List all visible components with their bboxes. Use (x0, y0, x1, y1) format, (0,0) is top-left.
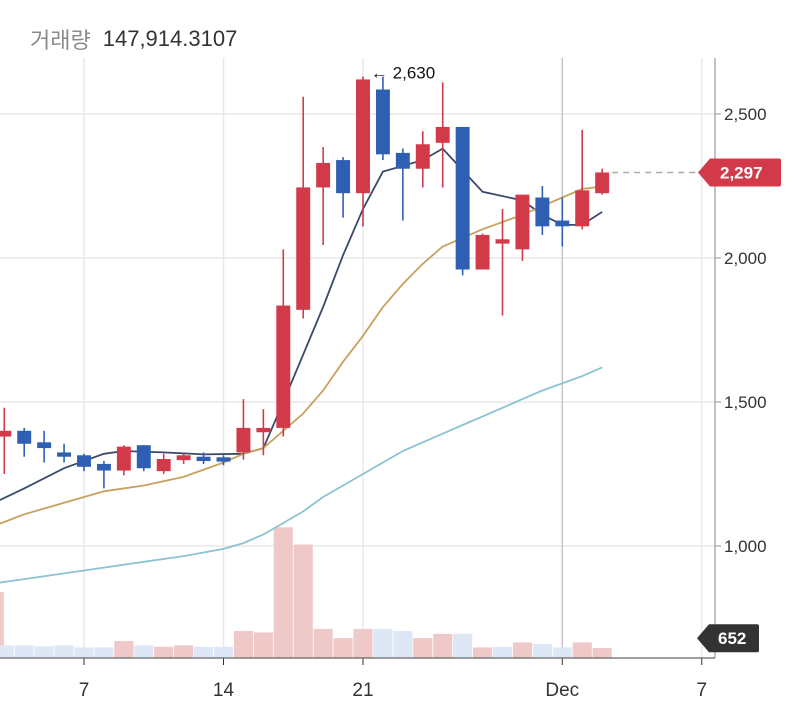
volume-bar (213, 646, 234, 658)
candle-body (515, 194, 530, 250)
volume-bar (0, 592, 4, 658)
grid (0, 58, 715, 658)
volume-bar (253, 632, 273, 658)
volume-header: 거래량 147,914.3107 (30, 22, 237, 56)
candle-body (336, 160, 351, 194)
candle-body (296, 187, 311, 310)
y-tick-label: 2,000 (724, 249, 767, 268)
volume-bar (54, 645, 74, 658)
candle-body (216, 457, 231, 462)
volume-bar (74, 647, 94, 658)
candle-body (116, 446, 131, 471)
current-price-badge (698, 158, 781, 187)
volume-bar (552, 647, 572, 658)
candle-body (375, 89, 390, 155)
volume-bar (174, 645, 194, 658)
volume-bar (393, 630, 413, 658)
max-annotation: ← 2,630 (371, 64, 435, 83)
candle-body (196, 456, 211, 462)
ma-line (0, 366, 603, 584)
volume-bar (333, 638, 353, 658)
volume-bar (273, 527, 293, 658)
volume-bar (453, 633, 473, 658)
candle-body (455, 126, 470, 270)
candle-body (435, 126, 450, 143)
volume-bar (373, 628, 393, 658)
candle-body (176, 455, 191, 461)
x-tick-label: 7 (696, 680, 707, 701)
volume-bars (0, 527, 612, 658)
volume-bar (293, 544, 313, 658)
volume-value: 147,914.3107 (102, 26, 238, 51)
x-tick-label: Dec (545, 680, 579, 701)
volume-bar (94, 647, 114, 658)
volume-bar (313, 628, 333, 658)
candle-body (77, 455, 91, 467)
candle-body (37, 442, 52, 449)
volume-bar (492, 646, 513, 658)
volume-bar (512, 642, 532, 658)
volume-bar (532, 643, 552, 658)
volume-bar (0, 645, 14, 658)
candle-body (136, 445, 151, 469)
candle-body (256, 427, 271, 433)
candle-body (495, 239, 510, 244)
candle-body (575, 190, 590, 227)
volume-bar (592, 647, 612, 658)
candle-body (395, 152, 410, 169)
candles (0, 76, 610, 489)
volume-bar (233, 630, 253, 658)
volume-bar (134, 645, 154, 658)
volume-bar (154, 646, 174, 658)
overlays: ← 2,630 2,297 652 (371, 64, 781, 653)
volume-bar (114, 641, 134, 658)
candle-body (356, 79, 370, 194)
candle-body (475, 234, 490, 270)
volume-marker-badge (697, 624, 759, 653)
current-price-label: 2,297 (720, 163, 763, 182)
volume-bar (14, 645, 34, 658)
ma-line (0, 185, 603, 525)
y-tick-label: 2,500 (724, 105, 767, 124)
candle-body (535, 197, 550, 227)
moving-averages (0, 147, 603, 584)
x-tick-label: 14 (213, 680, 235, 701)
volume-label: 거래량 (30, 28, 91, 53)
axes: 1,000 1,500 2,000 2,500 7 14 21 Dec 7 (0, 58, 767, 701)
y-tick-label: 1,500 (724, 393, 767, 412)
candle-body (96, 463, 111, 471)
y-tick-label: 1,000 (724, 537, 767, 556)
candle-body (17, 430, 32, 444)
volume-bar (194, 646, 214, 658)
volume-bar (34, 646, 54, 658)
candle-body (415, 144, 430, 169)
candle-body (595, 172, 610, 194)
candle-body (0, 430, 12, 437)
volume-bar (473, 647, 493, 658)
x-tick-label: 7 (79, 680, 90, 701)
volume-bar (353, 628, 373, 658)
volume-bar (413, 638, 433, 658)
candle-body (57, 452, 72, 457)
volume-bar (433, 633, 453, 658)
x-tick-label: 21 (352, 680, 373, 701)
volume-marker-label: 652 (718, 629, 746, 648)
candle-body (276, 305, 291, 428)
ma-line (0, 147, 603, 502)
volume-bar (572, 642, 592, 658)
candle-body (555, 220, 570, 227)
candle-body (316, 162, 331, 188)
candle-body (156, 459, 171, 472)
candle-body (236, 427, 251, 453)
